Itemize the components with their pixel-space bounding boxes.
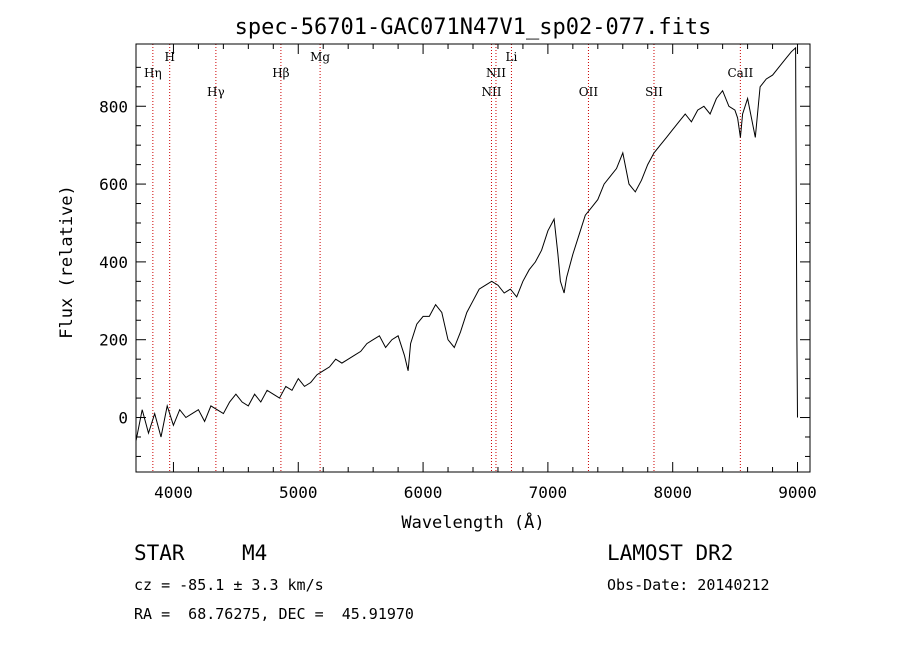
plot-frame	[135, 43, 811, 473]
y-tick-label: 800	[99, 97, 128, 116]
spectral-line-label: Hβ	[272, 66, 289, 80]
spectral-line-label: SII	[645, 85, 663, 99]
survey-name: LAMOST DR2	[607, 541, 734, 565]
coordinates: RA = 68.76275, DEC = 45.91970	[134, 605, 414, 623]
x-tick-label: 4000	[154, 483, 193, 502]
y-tick-label: 600	[99, 175, 128, 194]
observation-date: Obs-Date: 20140212	[607, 576, 770, 594]
spectral-line-label: Hη	[144, 66, 162, 80]
spectrum-line	[135, 46, 798, 441]
spectral-line-label: H	[164, 50, 174, 64]
y-tick-label: 200	[99, 331, 128, 350]
y-tick-label: 0	[118, 409, 128, 428]
spectral-line-label: Mg	[310, 50, 330, 64]
axis-ticks: 4000 5000 6000 7000 8000 9000 0 200 400 600 800	[99, 44, 817, 502]
x-tick-label: 7000	[529, 483, 568, 502]
redshift-cz: cz = -85.1 ± 3.3 km/s	[134, 576, 324, 594]
spectral-line-label: OII	[579, 85, 599, 99]
spectral-line-label: NII	[481, 85, 501, 99]
y-axis-label: Flux (relative)	[57, 185, 77, 339]
x-tick-label: 9000	[778, 483, 817, 502]
spectral-line-label: NII	[486, 66, 506, 80]
x-tick-label: 5000	[279, 483, 318, 502]
spectral-line-label: CaII	[727, 66, 753, 80]
x-axis-label: Wavelength (Å)	[401, 511, 544, 533]
spectral-line-label: Hγ	[207, 85, 225, 99]
object-subclass: M4	[242, 541, 268, 565]
chart-title: spec-56701-GAC071N47V1_sp02-077.fits	[235, 15, 712, 40]
spectral-line-label: Li	[506, 50, 518, 64]
x-tick-label: 8000	[653, 483, 692, 502]
object-class: STAR	[134, 541, 185, 565]
x-tick-label: 6000	[404, 483, 443, 502]
y-tick-label: 400	[99, 253, 128, 272]
